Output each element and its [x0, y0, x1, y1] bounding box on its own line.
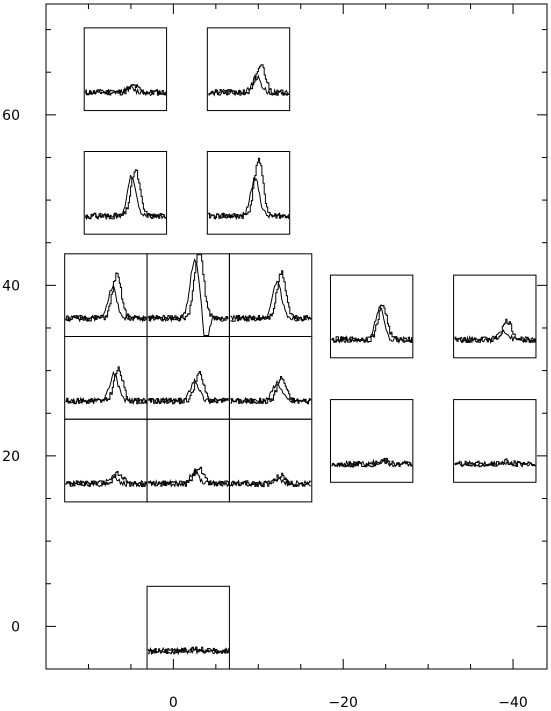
spectrum-panel-p7 [228, 253, 313, 337]
spectrum-smooth-line [84, 174, 166, 221]
panel-box [83, 150, 168, 235]
panel-box [329, 274, 414, 359]
spectrum-panel-p16 [329, 399, 414, 483]
spectrum-step-line [85, 84, 167, 96]
y-tick-label: 20 [2, 449, 20, 465]
panel-box [146, 585, 230, 670]
x-tick-label: −40 [498, 695, 528, 711]
panel-box [228, 336, 313, 420]
spectrum-smooth-line [147, 645, 229, 656]
spectrum-step-line [85, 169, 167, 220]
spectrum-step-line [65, 272, 147, 322]
y-tick-label: 0 [11, 619, 20, 635]
spectrum-panel-p2 [206, 27, 291, 112]
panel-box [83, 27, 168, 112]
spectrum-panel-p17 [453, 399, 537, 483]
spectrum-step-line [65, 471, 147, 487]
spectrum-smooth-line [65, 370, 147, 406]
spectrum-panel-p10 [228, 336, 313, 420]
spectrum-panel-p8 [64, 336, 148, 420]
spectrum-panel-p3 [83, 150, 168, 235]
spectrum-smooth-line [147, 377, 229, 405]
spectrum-step-line [230, 472, 312, 488]
spectrum-smooth-line [84, 85, 167, 97]
panel-box [228, 418, 313, 503]
chart-axes: 0 −20 −40 0 20 40 60 [2, 3, 548, 711]
spectrum-step-line [230, 376, 312, 405]
spectrum-panel-p11 [64, 418, 148, 503]
panel-box [453, 399, 537, 483]
panel-box [453, 274, 537, 359]
spectrum-smooth-line [208, 74, 289, 97]
spectrum-panel-p18 [146, 585, 230, 670]
spectrum-smooth-line [147, 469, 229, 488]
spectrum-panel-p1 [83, 27, 168, 112]
spectrum-panel-p6 [146, 253, 230, 337]
spectrum-smooth-line [230, 280, 312, 323]
spectrum-panel-p13 [228, 418, 313, 503]
x-tick-label: 0 [169, 695, 178, 711]
spectrum-smooth-line [208, 177, 290, 221]
panel-box [64, 336, 148, 420]
spectrum-panel-p4 [206, 150, 291, 235]
spectrum-smooth-line [331, 458, 413, 468]
spectrum-panel-p5 [64, 253, 148, 337]
spectrum-smooth-line [229, 477, 311, 488]
spectrum-step-line [148, 371, 229, 405]
spectrum-step-line [454, 458, 536, 468]
panel-box [228, 253, 313, 337]
spectrum-step-line [208, 157, 290, 219]
spectrum-panel-p12 [146, 418, 230, 503]
y-tick-label: 40 [2, 278, 20, 294]
spectrum-smooth-line [454, 459, 536, 468]
spectrum-smooth-line [454, 329, 536, 345]
panel-box [206, 27, 291, 112]
spectrum-smooth-line [65, 473, 147, 488]
spectrum-smooth-line [331, 305, 413, 344]
panel-box [206, 150, 291, 235]
spectrum-panel-p14 [329, 274, 414, 359]
x-tick-label: −20 [328, 695, 358, 711]
panel-box [64, 253, 148, 337]
spectrum-step-line [230, 270, 312, 322]
spectrum-smooth-line [147, 258, 229, 336]
panel-box [329, 399, 414, 483]
panel-box [146, 418, 230, 503]
spectrum-step-line [331, 304, 413, 343]
spectrum-step-line [148, 466, 229, 487]
panel-box [146, 336, 230, 420]
y-tick-label: 60 [2, 108, 20, 124]
spectrum-smooth-line [65, 283, 147, 323]
spectra-panels [64, 27, 537, 670]
spectrum-panel-p15 [453, 274, 537, 359]
plot-frame [45, 3, 548, 670]
panel-box [64, 418, 148, 503]
spectrum-smooth-line [230, 380, 312, 405]
spectrum-panel-p9 [146, 336, 230, 420]
spectrum-step-line [148, 254, 229, 322]
